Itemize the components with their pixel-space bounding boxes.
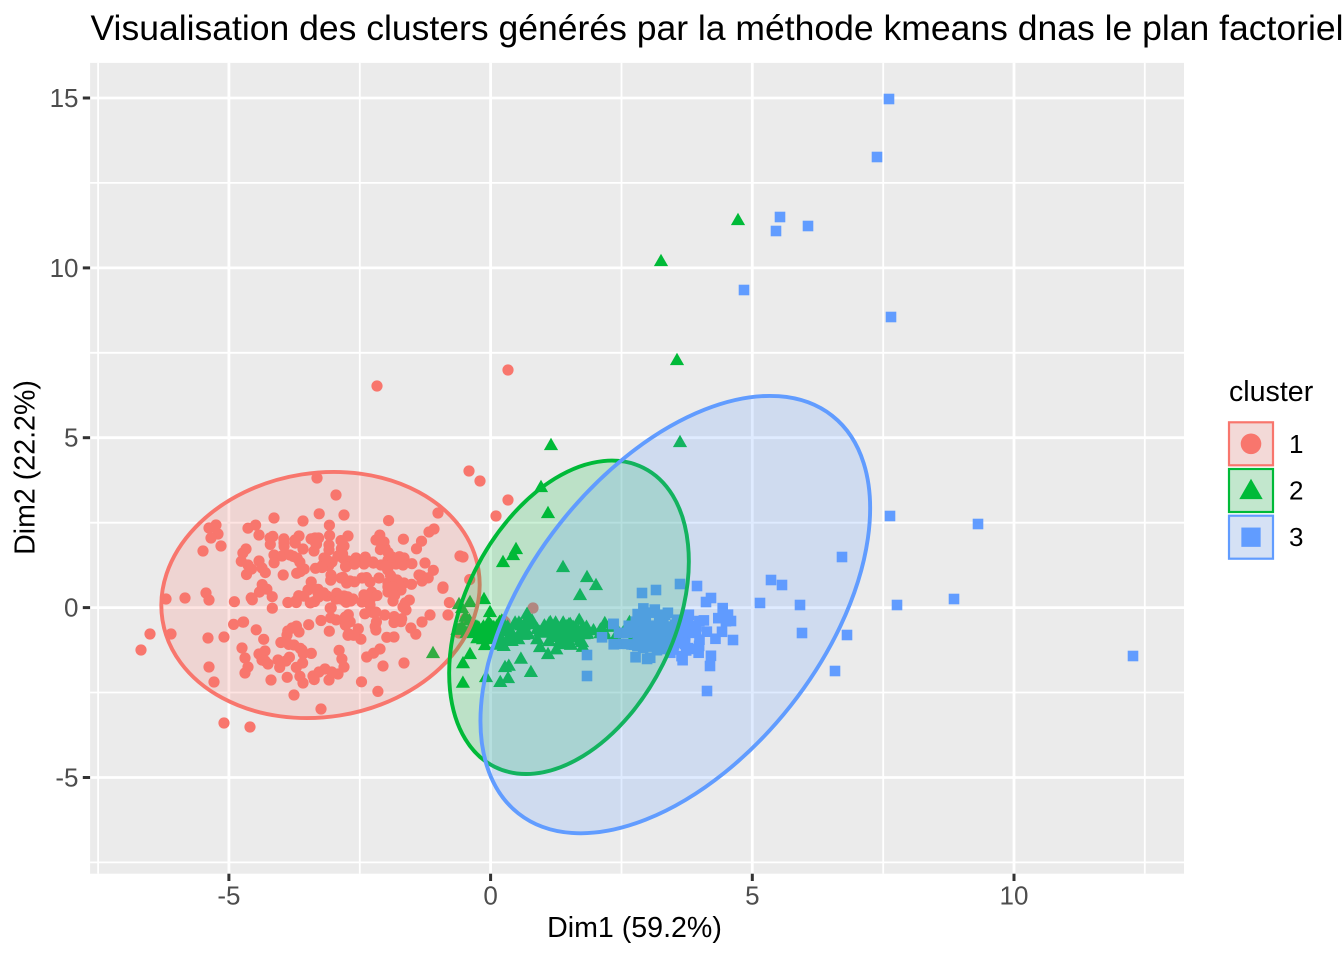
svg-text:3: 3 xyxy=(1289,522,1303,552)
svg-text:-5: -5 xyxy=(217,881,240,911)
svg-text:Visualisation des clusters gén: Visualisation des clusters générés par l… xyxy=(91,9,1344,48)
svg-text:1: 1 xyxy=(1289,429,1303,459)
svg-text:10: 10 xyxy=(1000,881,1029,911)
svg-text:Dim2 (22.2%): Dim2 (22.2%) xyxy=(10,380,42,555)
svg-text:15: 15 xyxy=(50,83,79,113)
svg-text:-5: -5 xyxy=(55,763,78,793)
svg-text:5: 5 xyxy=(745,881,759,911)
svg-text:5: 5 xyxy=(64,423,78,453)
svg-text:0: 0 xyxy=(483,881,497,911)
svg-text:0: 0 xyxy=(64,593,78,623)
svg-text:2: 2 xyxy=(1289,476,1303,506)
svg-text:cluster: cluster xyxy=(1229,376,1314,408)
svg-text:Dim1 (59.2%): Dim1 (59.2%) xyxy=(547,912,722,944)
svg-text:10: 10 xyxy=(50,253,79,283)
